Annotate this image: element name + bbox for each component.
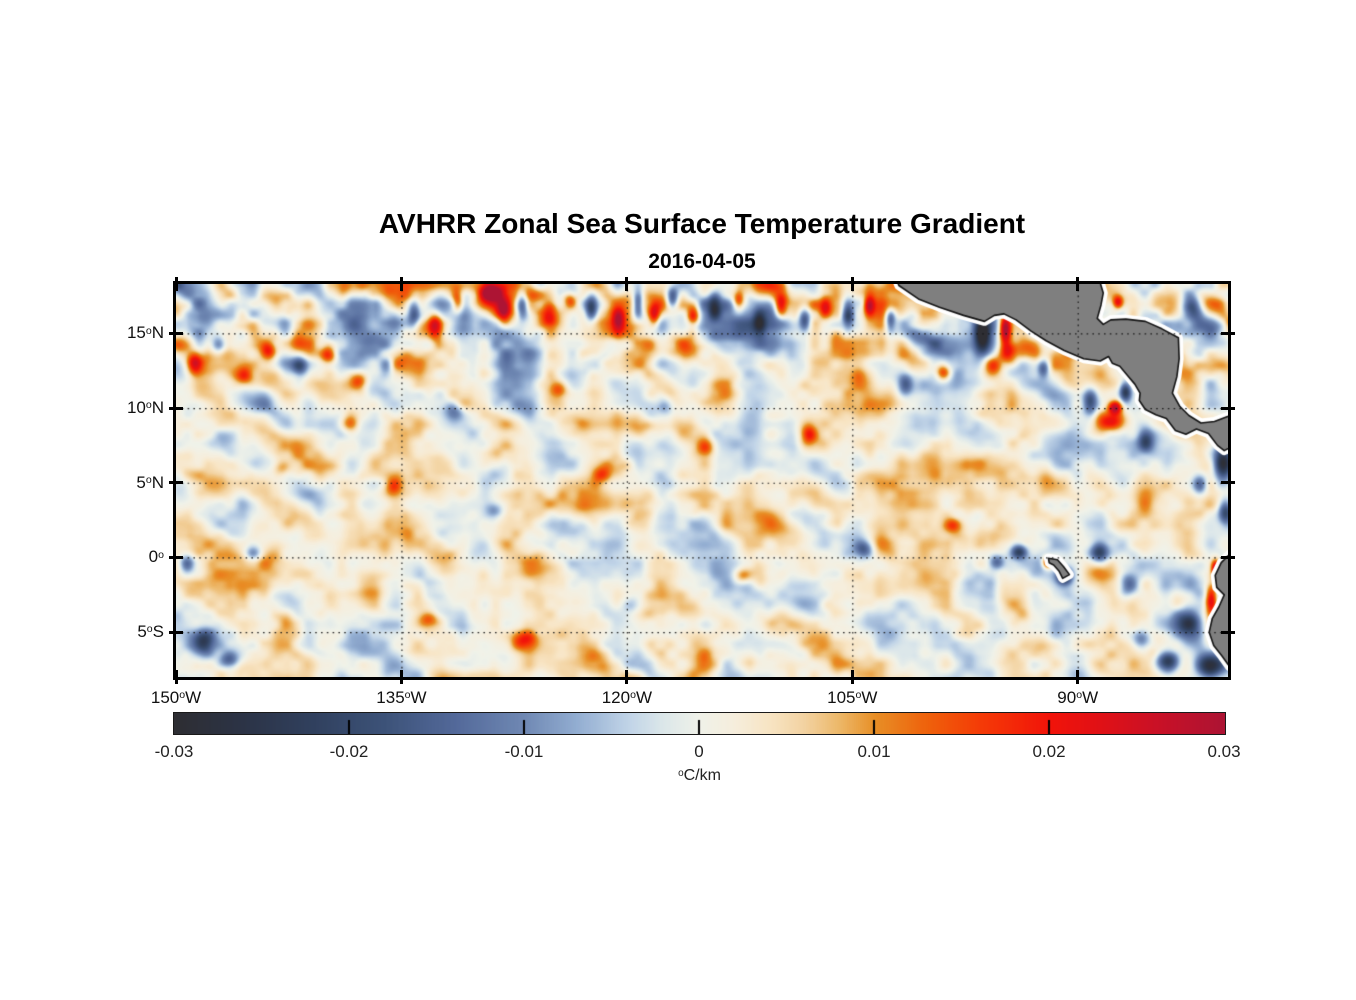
x-axis-tick <box>1076 670 1080 684</box>
y-axis-tick <box>169 481 183 485</box>
colorbar-tick-label: -0.02 <box>329 742 369 761</box>
x-axis-tick <box>625 670 629 684</box>
y-axis-tick-right <box>1221 481 1235 485</box>
colorbar-frame <box>173 712 1226 735</box>
y-tick-label: 10oN <box>126 398 164 418</box>
colorbar-tick-label: 0.02 <box>1032 742 1066 761</box>
x-axis-tick <box>174 670 178 684</box>
y-tick-label: 5oS <box>137 622 164 642</box>
x-axis-tick-top <box>1076 277 1080 291</box>
colorbar-canvas <box>174 713 1225 734</box>
y-axis-tick <box>169 331 183 335</box>
chart-subtitle: 2016-04-05 <box>648 250 756 273</box>
x-axis-tick-top <box>850 277 854 291</box>
colorbar-tick-label: 0 <box>694 742 704 761</box>
y-axis-tick <box>169 630 183 634</box>
colorbar-tick-label: 0.01 <box>857 742 891 761</box>
colorbar-units-label: oC/km <box>678 767 721 784</box>
y-tick-label: 0o <box>148 547 164 567</box>
x-axis-tick <box>399 670 403 684</box>
x-axis-tick-top <box>399 277 403 291</box>
x-tick-label: 135oW <box>376 688 427 707</box>
x-axis-tick-top <box>174 277 178 291</box>
y-tick-label: 5oN <box>136 472 164 492</box>
colorbar-tick-label: -0.03 <box>154 742 194 761</box>
x-tick-label: 90oW <box>1057 688 1099 707</box>
y-axis-tick <box>169 406 183 410</box>
chart-title: AVHRR Zonal Sea Surface Temperature Grad… <box>378 208 1026 239</box>
y-axis-tick-right <box>1221 630 1235 634</box>
x-tick-label: 120oW <box>601 688 652 707</box>
y-axis-tick-right <box>1221 406 1235 410</box>
y-axis-tick-right <box>1221 331 1235 335</box>
y-tick-label: 15oN <box>126 323 164 343</box>
colorbar-tick-label: -0.01 <box>504 742 544 761</box>
colorbar-tick-label: 0.03 <box>1207 742 1241 761</box>
x-axis-tick <box>850 670 854 684</box>
y-axis-tick <box>169 555 183 559</box>
x-tick-label: 150oW <box>150 688 202 707</box>
x-tick-label: 105oW <box>827 688 878 707</box>
x-axis-tick-top <box>625 277 629 291</box>
sst-gradient-map-canvas <box>176 284 1228 677</box>
y-axis-tick-right <box>1221 555 1235 559</box>
